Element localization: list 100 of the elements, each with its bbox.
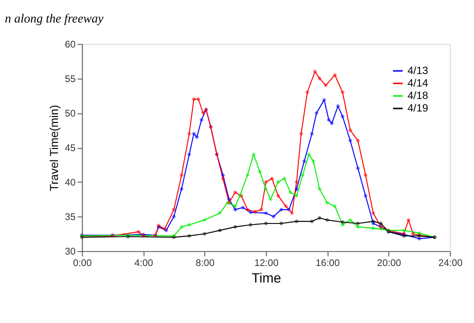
- point: [202, 218, 206, 222]
- point: [136, 230, 140, 234]
- point: [196, 98, 200, 101]
- point: [402, 228, 406, 232]
- point: [248, 223, 252, 226]
- x-tick-label: 16:00: [316, 258, 340, 269]
- point: [280, 222, 283, 226]
- point: [340, 223, 344, 226]
- point: [264, 180, 268, 184]
- point: [336, 104, 340, 108]
- point: [300, 132, 303, 136]
- point: [340, 114, 344, 118]
- point: [364, 173, 368, 177]
- point: [356, 222, 360, 226]
- x-tick-label: 0:00: [73, 258, 92, 269]
- x-axis-title: Time: [252, 270, 282, 286]
- point: [200, 118, 204, 122]
- point: [260, 208, 263, 212]
- x-tick-label: 24:00: [438, 258, 462, 269]
- point: [221, 173, 225, 177]
- point: [322, 98, 326, 102]
- point: [372, 211, 375, 215]
- y-tick-label: 40: [64, 177, 76, 188]
- point: [294, 220, 298, 224]
- point: [276, 194, 280, 198]
- y-tick-label: 45: [64, 142, 76, 154]
- point: [333, 73, 337, 77]
- point: [276, 180, 280, 184]
- point: [218, 211, 222, 215]
- point: [302, 160, 306, 163]
- point: [195, 135, 199, 139]
- point: [234, 208, 237, 212]
- point: [326, 201, 329, 204]
- point: [310, 220, 314, 224]
- point: [188, 152, 191, 156]
- point: [356, 225, 360, 229]
- y-tick-label: 30: [64, 246, 76, 258]
- point: [356, 138, 360, 142]
- point: [379, 222, 383, 226]
- point: [418, 231, 421, 235]
- point: [406, 218, 410, 222]
- point: [340, 220, 344, 224]
- point: [227, 198, 231, 201]
- y-tick-label: 55: [64, 74, 76, 85]
- point: [172, 208, 176, 212]
- point: [264, 222, 268, 226]
- point: [287, 208, 291, 212]
- point: [180, 225, 184, 229]
- x-tick-label: 20:00: [377, 258, 402, 269]
- point: [310, 132, 314, 136]
- point: [418, 236, 421, 240]
- legend-label: 4/13: [408, 64, 428, 77]
- point: [180, 173, 184, 177]
- point: [290, 211, 294, 215]
- point: [306, 90, 309, 94]
- point: [318, 216, 322, 220]
- point: [294, 187, 298, 191]
- y-tick-label: 60: [64, 39, 76, 50]
- point: [324, 84, 328, 88]
- point: [254, 210, 257, 214]
- point: [234, 225, 237, 229]
- x-tick-label: 12:00: [254, 258, 278, 269]
- point: [348, 138, 352, 142]
- point: [252, 152, 256, 156]
- legend-label: 4/14: [408, 77, 428, 90]
- point: [188, 223, 191, 226]
- point: [364, 194, 368, 198]
- point: [340, 90, 344, 94]
- point: [192, 132, 196, 136]
- point: [280, 208, 283, 212]
- x-tick-label: 8:00: [196, 258, 214, 269]
- point: [268, 198, 272, 201]
- point: [326, 218, 329, 222]
- point: [172, 214, 176, 218]
- point: [258, 170, 262, 174]
- point: [411, 232, 415, 236]
- point: [246, 173, 250, 177]
- point: [330, 122, 334, 125]
- point: [333, 204, 337, 208]
- point: [180, 187, 184, 191]
- point: [201, 111, 205, 115]
- point: [234, 204, 237, 208]
- point: [202, 232, 206, 236]
- point: [372, 226, 375, 230]
- point: [312, 160, 316, 163]
- point: [301, 173, 304, 177]
- point: [313, 70, 317, 74]
- point: [294, 180, 298, 184]
- legend-label: 4/19: [408, 102, 428, 114]
- legend-label: 4/18: [408, 90, 428, 102]
- point: [348, 128, 352, 132]
- point: [294, 194, 298, 198]
- point: [356, 166, 360, 170]
- point: [264, 187, 268, 191]
- point: [264, 211, 268, 215]
- point: [307, 152, 310, 156]
- chart-title: n along the freeway: [4, 12, 104, 26]
- point: [248, 210, 252, 214]
- point: [218, 228, 222, 232]
- point: [282, 176, 286, 180]
